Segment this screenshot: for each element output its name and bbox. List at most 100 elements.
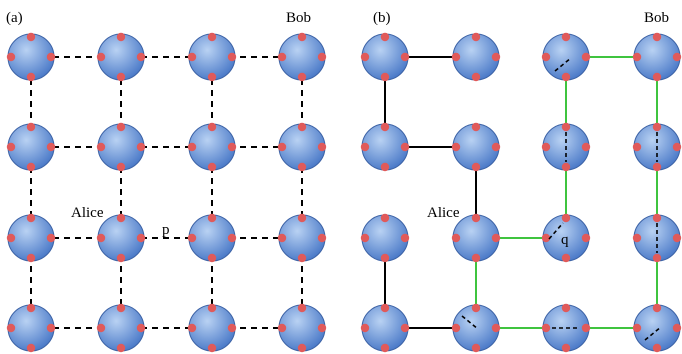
node-port [451,142,461,152]
bob-label-a: Bob [286,10,311,26]
node-port [541,52,551,62]
node-port [652,162,662,172]
node-b-r3c2 [451,213,501,263]
node-a-r4c3 [187,303,237,353]
node-port [652,213,662,223]
panel-b-nodes [360,32,682,353]
node-port [317,142,327,152]
link-mark-p: p [162,222,170,238]
node-port [207,72,217,82]
node-port [297,162,307,172]
panel-a-nodes [6,32,327,353]
node-port [277,233,287,243]
node-a-r2c2 [96,122,146,172]
node-b-r2c2 [451,122,501,172]
node-port [672,52,682,62]
node-a-r3c2 [96,213,146,263]
node-port [360,323,370,333]
panel-a-label: (a) [6,10,23,26]
node-port [652,303,662,313]
node-port [400,142,410,152]
node-port [380,32,390,42]
node-port [632,233,642,243]
node-port [380,343,390,353]
node-port [360,142,370,152]
node-port [136,142,146,152]
node-port [581,52,591,62]
node-port [380,72,390,82]
node-port [116,213,126,223]
node-port [451,323,461,333]
panel-b-internal-links [461,57,662,341]
node-port [136,233,146,243]
node-a-r4c4 [277,303,327,353]
node-port [116,253,126,263]
panel-a: (a) Bob Alice p [6,10,327,353]
node-port [26,122,36,132]
node-a-r3c4 [277,213,327,263]
node-port [400,233,410,243]
node-port [227,233,237,243]
node-port [471,32,481,42]
node-port [561,303,571,313]
node-port [652,343,662,353]
node-port [207,213,217,223]
node-port [541,142,551,152]
panel-b-green-path [475,56,658,329]
node-port [471,162,481,172]
node-port [471,213,481,223]
node-port [652,32,662,42]
panel-a-links [30,56,303,329]
node-port [96,323,106,333]
node-port [561,32,571,42]
node-port [380,162,390,172]
node-port [561,213,571,223]
node-port [277,323,287,333]
node-a-r3c1 [6,213,56,263]
internal-link-8 [644,326,662,341]
node-port [491,323,501,333]
node-port [400,323,410,333]
node-port [227,52,237,62]
node-port [96,142,106,152]
node-port [227,323,237,333]
internal-link-6 [461,315,479,330]
node-a-r1c1 [6,32,56,82]
node-port [360,52,370,62]
node-port [471,303,481,313]
node-port [116,303,126,313]
node-a-r1c3 [187,32,237,82]
node-b-r2c1 [360,122,410,172]
node-port [380,122,390,132]
bob-label-b: Bob [644,10,669,26]
node-port [451,52,461,62]
node-port [297,72,307,82]
node-a-r3c3 [187,213,237,263]
node-port [297,32,307,42]
node-port [491,233,501,243]
node-port [632,323,642,333]
node-port [652,72,662,82]
node-port [96,233,106,243]
node-b-r1c1 [360,32,410,82]
node-port [491,142,501,152]
node-port [297,122,307,132]
node-a-r4c2 [96,303,146,353]
node-a-r2c4 [277,122,327,172]
node-port [207,32,217,42]
node-port [227,142,237,152]
node-port [581,233,591,243]
node-port [136,52,146,62]
node-port [380,253,390,263]
node-port [6,233,16,243]
node-port [116,343,126,353]
node-port [561,343,571,353]
node-port [277,52,287,62]
node-port [380,213,390,223]
node-port [277,142,287,152]
node-b-r4c2 [451,303,501,353]
node-port [400,52,410,62]
node-port [207,303,217,313]
node-port [187,142,197,152]
